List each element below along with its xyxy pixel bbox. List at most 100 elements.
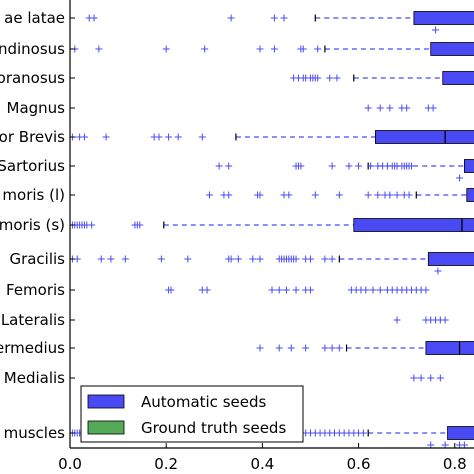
box-4: [375, 130, 474, 144]
outlier-8-6: [184, 255, 192, 263]
outlier-5-5: [328, 162, 336, 170]
outlier-6-4: [256, 191, 264, 199]
outlier-0-1: [90, 14, 98, 22]
gt-outlier-3-3: [460, 441, 468, 448]
outlier-5-1: [225, 162, 233, 170]
outlier-11-2: [287, 344, 295, 352]
outlier-4-3: [102, 133, 110, 141]
y-tick-label-5: Sartorius: [0, 157, 65, 175]
outlier-4-6: [165, 133, 173, 141]
outlier-9-7: [292, 286, 300, 294]
outlier-6-9: [364, 191, 372, 199]
outlier-2-8: [326, 74, 334, 82]
x-tick-label-0: 0.0: [58, 455, 82, 473]
outlier-3-4: [403, 104, 411, 112]
box-11: [425, 341, 474, 355]
legend-label-0: Automatic seeds: [141, 393, 266, 411]
outlier-6-12: [386, 191, 394, 199]
box-5: [463, 159, 474, 173]
outlier-4-7: [174, 133, 182, 141]
outlier-8-4: [121, 255, 129, 263]
box-1: [430, 42, 474, 56]
outlier-8-9: [234, 255, 242, 263]
y-tick-label-3: Magnus: [7, 99, 66, 117]
y-tick-label-2: oranosus: [0, 69, 65, 87]
outlier-6-13: [393, 191, 401, 199]
outlier-8-19: [292, 255, 300, 263]
outlier-5-19: [407, 162, 415, 170]
outlier-0-3: [270, 14, 278, 22]
outlier-9-5: [275, 286, 283, 294]
y-tick-label-0: ae latae: [4, 9, 65, 27]
outlier-1-5: [270, 45, 278, 53]
gt-outlier-0-0: [432, 26, 440, 34]
outlier-4-8: [198, 133, 206, 141]
x-tick-label-4: 0.8: [443, 455, 467, 473]
outlier-9-9: [306, 286, 314, 294]
outlier-10-5: [441, 316, 449, 324]
outlier-8-5: [157, 255, 165, 263]
outlier-6-15: [405, 191, 413, 199]
box-13: [447, 426, 474, 440]
legend-label-1: Ground truth seeds: [141, 419, 286, 437]
y-tick-label-4: or Brevis: [0, 128, 65, 146]
outlier-8-3: [107, 255, 115, 263]
outlier-13-35: [359, 429, 367, 437]
outlier-3-6: [429, 104, 437, 112]
outlier-9-3: [203, 286, 211, 294]
y-tick-label-1: ndinosus: [0, 40, 65, 58]
outlier-8-23: [328, 255, 336, 263]
outlier-11-0: [256, 344, 264, 352]
outlier-8-10: [249, 255, 257, 263]
y-tick-label-11: ermedius: [0, 339, 65, 357]
outlier-2-7: [314, 74, 322, 82]
outlier-9-24: [422, 286, 430, 294]
outlier-6-7: [311, 191, 319, 199]
outlier-12-0: [410, 374, 418, 382]
outlier-6-0: [205, 191, 213, 199]
y-tick-label-9: Femoris: [6, 281, 65, 299]
outlier-1-3: [201, 45, 209, 53]
outlier-9-14: [369, 286, 377, 294]
gt-outlier-3-0: [427, 441, 435, 448]
outlier-1-4: [256, 45, 264, 53]
outlier-11-5: [328, 344, 336, 352]
outlier-12-3: [436, 374, 444, 382]
outlier-6-8: [335, 191, 343, 199]
outlier-7-10: [136, 221, 144, 229]
x-tick-label-2: 0.4: [250, 455, 274, 473]
outlier-5-7: [355, 162, 363, 170]
gt-outlier-1-0: [456, 174, 464, 182]
outlier-6-6: [285, 191, 293, 199]
outlier-11-3: [302, 344, 310, 352]
outlier-9-6: [282, 286, 290, 294]
outlier-0-4: [280, 14, 288, 22]
outlier-11-1: [275, 344, 283, 352]
outlier-1-2: [162, 45, 170, 53]
box-6: [466, 188, 474, 202]
outlier-9-1: [167, 286, 175, 294]
outlier-6-10: [374, 191, 382, 199]
outlier-3-0: [364, 104, 372, 112]
legend: Automatic seeds Ground truth seeds: [80, 385, 304, 443]
outlier-11-6: [335, 344, 343, 352]
outlier-8-2: [97, 255, 105, 263]
y-tick-label-6: moris (l): [2, 186, 65, 204]
x-tick-label-3: 0.6: [347, 455, 371, 473]
y-tick-label-7: moris (s): [0, 216, 65, 234]
outlier-8-21: [306, 255, 314, 263]
legend-swatch-1: [87, 420, 125, 435]
outlier-6-2: [225, 191, 233, 199]
outlier-10-0: [393, 316, 401, 324]
box-7: [353, 218, 474, 232]
outlier-3-1: [376, 104, 384, 112]
outlier-1-7: [299, 45, 307, 53]
outlier-2-9: [333, 74, 341, 82]
outlier-1-1: [95, 45, 103, 53]
outlier-8-11: [256, 255, 264, 263]
y-tick-label-8: Gracilis: [9, 250, 65, 268]
gt-outlier-3-1: [441, 441, 449, 448]
outlier-4-2: [80, 133, 88, 141]
